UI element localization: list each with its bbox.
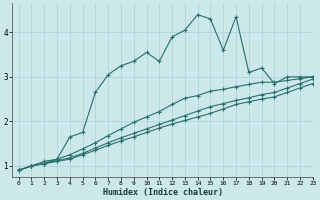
X-axis label: Humidex (Indice chaleur): Humidex (Indice chaleur) bbox=[102, 188, 222, 197]
